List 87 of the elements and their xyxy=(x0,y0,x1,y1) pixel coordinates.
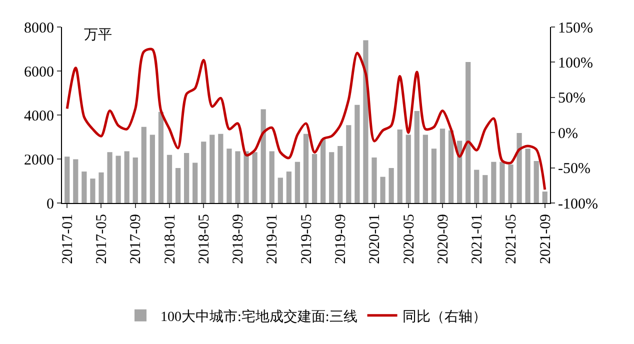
bar xyxy=(508,164,514,203)
x-tick-label: 2021-01 xyxy=(470,214,486,264)
x-tick-label: 2018-01 xyxy=(162,214,178,264)
bar xyxy=(226,148,232,203)
y-axis-title: 万平 xyxy=(84,27,112,43)
bar xyxy=(201,142,206,203)
bar xyxy=(82,172,87,203)
bar xyxy=(260,109,266,203)
bar xyxy=(329,152,334,203)
x-tick-label: 2018-09 xyxy=(230,214,247,264)
y2-tick-label: 0% xyxy=(558,126,578,142)
y2-tick-label: -50% xyxy=(558,161,590,178)
legend-label: 同比（右轴） xyxy=(402,308,486,325)
bar xyxy=(150,134,155,203)
bar xyxy=(406,134,411,203)
x-tick-label: 2017-05 xyxy=(94,214,110,264)
bar xyxy=(175,168,181,203)
bar xyxy=(380,176,386,203)
bar xyxy=(422,134,428,203)
bar xyxy=(320,139,326,203)
y2-tick-label: 50% xyxy=(558,90,586,107)
bar xyxy=(542,192,548,203)
bar xyxy=(269,151,274,203)
bar xyxy=(73,159,78,203)
bar xyxy=(98,172,104,203)
y-tick-label: 6000 xyxy=(24,64,54,80)
bar xyxy=(525,148,530,203)
bar xyxy=(431,148,437,203)
bar xyxy=(466,62,471,203)
x-tick-label: 2019-05 xyxy=(298,214,315,264)
bar xyxy=(448,130,454,203)
bar xyxy=(354,104,360,203)
bar xyxy=(294,162,300,203)
bar xyxy=(166,154,172,203)
bar xyxy=(474,170,480,203)
x-tick-label: 2018-05 xyxy=(196,214,212,264)
x-tick-label: 2020-01 xyxy=(367,214,384,264)
y-tick-label: 8000 xyxy=(24,20,54,36)
x-tick-label: 2020-05 xyxy=(401,214,418,264)
bar xyxy=(346,125,352,203)
bar xyxy=(192,162,198,203)
x-tick-label: 2019-01 xyxy=(264,214,281,264)
x-tick-label: 2017-09 xyxy=(128,214,144,264)
bar xyxy=(90,178,96,203)
y2-tick-label: 150% xyxy=(558,20,593,36)
bar xyxy=(491,162,496,203)
bar xyxy=(482,175,488,203)
bar xyxy=(516,133,522,203)
bar xyxy=(64,156,70,203)
bar xyxy=(210,134,215,203)
bar xyxy=(286,172,292,203)
bar xyxy=(116,156,121,203)
bar xyxy=(372,157,377,203)
bar xyxy=(124,151,130,203)
x-tick-label: 2019-09 xyxy=(333,214,350,264)
bar xyxy=(184,153,190,203)
y-tick-label: 0 xyxy=(46,196,54,212)
x-tick-label: 2017-01 xyxy=(60,214,76,264)
bar xyxy=(278,178,283,203)
legend-label: 100大中城市:宅地成交建面:三线 xyxy=(160,308,358,325)
bar xyxy=(132,157,138,203)
bar xyxy=(414,111,420,203)
bar xyxy=(457,140,462,203)
bar xyxy=(141,126,146,203)
x-tick-label: 2020-09 xyxy=(435,214,452,264)
bar xyxy=(363,40,368,203)
bar xyxy=(218,134,224,203)
bar xyxy=(303,134,309,203)
bar xyxy=(440,128,446,203)
bar xyxy=(252,152,258,203)
bar xyxy=(388,168,394,203)
y2-tick-label: 100% xyxy=(558,55,593,72)
bar xyxy=(397,130,402,203)
bar xyxy=(244,151,249,203)
x-tick-label: 2021-09 xyxy=(538,214,554,264)
bar xyxy=(534,160,539,203)
y-tick-label: 2000 xyxy=(24,152,54,168)
line-series xyxy=(66,48,546,191)
bar xyxy=(107,152,112,203)
bar xyxy=(312,154,318,203)
bar xyxy=(235,151,240,203)
bar xyxy=(158,112,164,203)
y-tick-label: 4000 xyxy=(24,108,54,124)
bar xyxy=(500,162,505,203)
x-tick-label: 2021-05 xyxy=(504,214,520,264)
y2-tick-label: -100% xyxy=(558,196,598,212)
bar xyxy=(338,146,343,203)
